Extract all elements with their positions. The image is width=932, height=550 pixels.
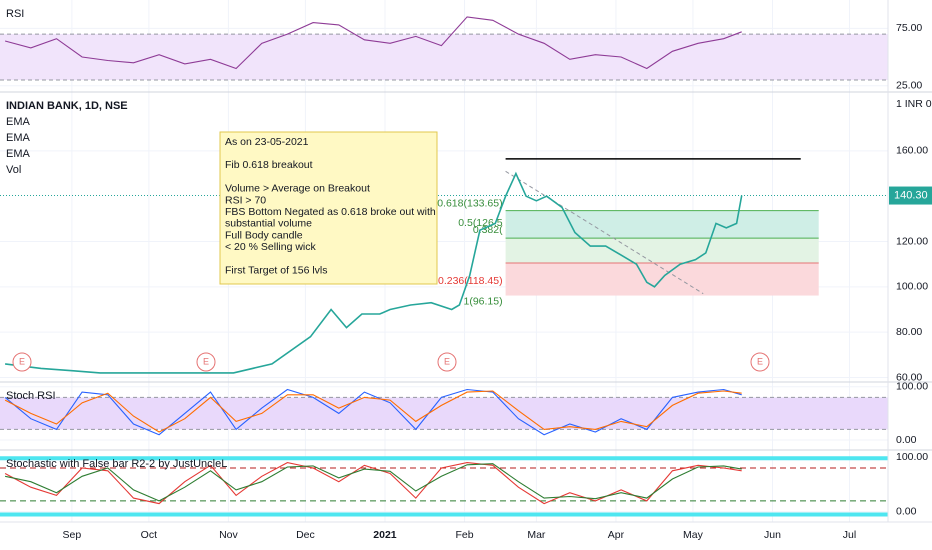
- series-line: [4, 16, 742, 70]
- x-tick-label: Jun: [764, 529, 781, 541]
- y-tick-label: 0.00: [896, 434, 917, 446]
- earnings-label: E: [19, 356, 25, 366]
- band: [0, 397, 888, 430]
- x-tick-label: Sep: [63, 529, 82, 541]
- fib-label: 1(96.15): [463, 295, 502, 307]
- fib-zone: [505, 238, 819, 264]
- panel-title: Stochastic with False bar R2-2 by JustUn…: [6, 458, 227, 470]
- annotation-line: substantial volume: [225, 218, 312, 230]
- y-tick-label: 0.00: [896, 506, 917, 518]
- y-tick-label: 100.00: [896, 451, 928, 463]
- y-tick-label: 120.00: [896, 235, 928, 247]
- indicator-label: EMA: [6, 132, 31, 144]
- x-tick-label: May: [683, 529, 704, 541]
- annotation-line: First Target of 156 lvls: [225, 264, 328, 276]
- x-tick-label: 2021: [373, 529, 397, 541]
- earnings-label: E: [757, 356, 763, 366]
- trend-line: [505, 170, 704, 295]
- series-line: [4, 388, 742, 436]
- annotation-line: As on 23-05-2021: [225, 136, 309, 148]
- earnings-marker: [12, 352, 32, 372]
- y-tick-label: 160.00: [896, 145, 928, 157]
- x-tick-label: Jul: [843, 529, 856, 541]
- panel-title: INDIAN BANK, 1D, NSE: [6, 100, 128, 112]
- indicator-label: Vol: [6, 164, 21, 176]
- x-tick-label: Oct: [141, 529, 157, 541]
- last-price-box: [889, 186, 932, 205]
- x-tick-label: Feb: [455, 529, 473, 541]
- fib-label: 0.5(126.5: [458, 217, 503, 229]
- earnings-marker: [196, 352, 216, 372]
- x-tick-label: Nov: [219, 529, 238, 541]
- earnings-label: E: [203, 356, 209, 366]
- earnings-marker: [750, 352, 770, 372]
- x-tick-label: Apr: [608, 529, 625, 541]
- x-tick-label: Mar: [527, 529, 546, 541]
- currency-label: 1 INR 0: [896, 98, 932, 110]
- fib-label: 0.382(: [473, 224, 503, 236]
- annotation-line: FBS Bottom Negated as 0.618 broke out wi…: [225, 206, 436, 218]
- y-tick-label: 100.00: [896, 381, 928, 393]
- indicator-label: EMA: [6, 148, 31, 160]
- series-line: [4, 390, 742, 433]
- annotation-box: [219, 131, 438, 285]
- y-tick-label: 60.00: [896, 371, 922, 383]
- fib-zone: [505, 210, 819, 239]
- last-price-label: 140.30: [894, 189, 928, 201]
- annotation: As on 23-05-2021 Fib 0.618 breakout Volume…: [219, 131, 438, 285]
- earnings-label: E: [444, 356, 450, 366]
- annotation-line: Full Body candle: [225, 229, 303, 241]
- annotation-line: RSI > 70: [225, 194, 266, 206]
- series-line: [5, 171, 743, 374]
- indicator-label: EMA: [6, 116, 31, 128]
- x-tick-label: Dec: [296, 529, 315, 541]
- series-line: [4, 463, 742, 502]
- fib-label: 0.618(133.65): [437, 197, 502, 209]
- annotation-line: Fib 0.618 breakout: [225, 159, 313, 171]
- band: [0, 34, 888, 80]
- y-tick-label: 100.00: [896, 281, 928, 293]
- annotation-line: < 20 % Selling wick: [225, 241, 317, 253]
- earnings-marker: [437, 352, 457, 372]
- y-tick-label: 75.00: [896, 22, 922, 34]
- series-line: [4, 462, 742, 505]
- fib-label: 0.236(118.45): [438, 275, 503, 287]
- y-tick-label: 80.00: [896, 326, 922, 338]
- panel-title: Stoch RSI: [6, 390, 56, 402]
- y-tick-label: 25.00: [896, 79, 922, 91]
- panel-title: RSI: [6, 8, 24, 20]
- annotation-line: Volume > Average on Breakout: [225, 183, 370, 195]
